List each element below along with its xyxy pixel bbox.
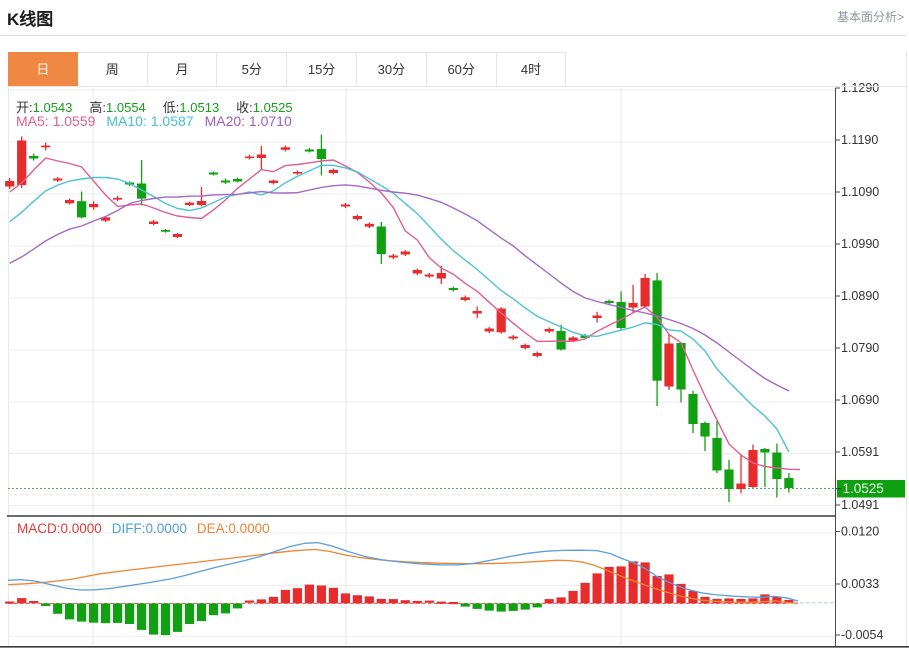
svg-text:1.0790: 1.0790 <box>841 341 879 355</box>
svg-text:1.0690: 1.0690 <box>841 393 879 407</box>
svg-text:0.0033: 0.0033 <box>841 577 879 591</box>
svg-text:1.0525: 1.0525 <box>843 481 884 496</box>
svg-text:-0.0054: -0.0054 <box>841 628 883 642</box>
svg-text:1.0591: 1.0591 <box>841 445 879 459</box>
svg-text:1.0990: 1.0990 <box>841 237 879 251</box>
svg-text:1.0491: 1.0491 <box>841 498 879 512</box>
svg-text:0.0120: 0.0120 <box>841 525 879 539</box>
svg-text:1.0890: 1.0890 <box>841 289 879 303</box>
svg-text:1.1190: 1.1190 <box>841 133 878 147</box>
svg-text:1.1090: 1.1090 <box>841 185 879 199</box>
svg-text:1.1290: 1.1290 <box>841 81 879 95</box>
